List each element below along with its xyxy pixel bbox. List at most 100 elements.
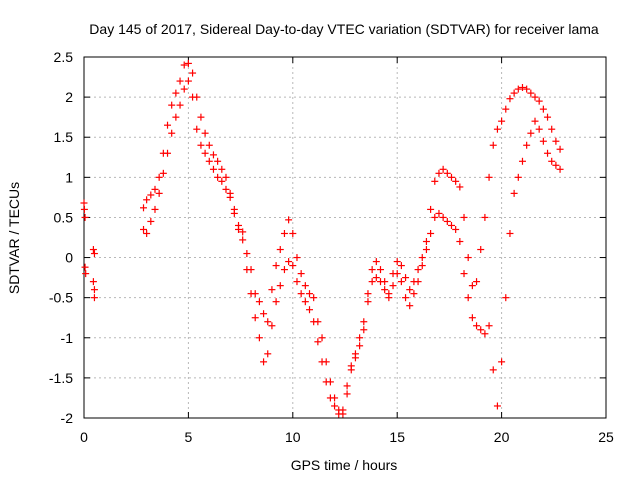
data-point-track-2-80 bbox=[452, 225, 460, 233]
data-point-track-1-8 bbox=[151, 185, 159, 193]
plot-frame bbox=[83, 56, 607, 419]
data-point-track-1-63 bbox=[381, 286, 389, 294]
data-point-track-2-72 bbox=[418, 262, 426, 270]
y-tick-label: -1 bbox=[61, 330, 74, 346]
data-point-track-1-83 bbox=[464, 254, 472, 262]
data-point-track-2-24 bbox=[218, 177, 226, 185]
data-point-track-1-5 bbox=[140, 204, 148, 212]
data-point-track-2-1 bbox=[90, 250, 98, 258]
data-point-track-1-60 bbox=[368, 278, 376, 286]
data-point-track-2-55 bbox=[347, 362, 355, 370]
data-point-track-2-35 bbox=[264, 350, 272, 358]
data-point-track-1-39 bbox=[280, 229, 288, 237]
data-point-track-1-105 bbox=[556, 145, 564, 153]
data-point-track-2-11 bbox=[164, 149, 172, 157]
data-point-track-1-21 bbox=[205, 141, 213, 149]
data-point-track-1-99 bbox=[531, 93, 539, 101]
data-point-track-1-84 bbox=[468, 282, 476, 290]
data-point-track-2-30 bbox=[243, 266, 251, 274]
data-point-track-1-93 bbox=[506, 95, 514, 103]
data-point-track-2-62 bbox=[376, 266, 384, 274]
data-point-track-1-96 bbox=[518, 83, 526, 91]
data-point-track-1-90 bbox=[493, 125, 501, 133]
data-point-track-1-101 bbox=[539, 105, 547, 113]
y-tick-label: -2 bbox=[61, 410, 74, 426]
data-point-track-2-44 bbox=[301, 298, 309, 306]
data-point-track-1-85 bbox=[473, 278, 481, 286]
data-point-track-1-78 bbox=[443, 169, 451, 177]
data-point-track-1-3 bbox=[81, 263, 89, 271]
data-point-track-1-45 bbox=[306, 290, 314, 298]
data-point-track-2-76 bbox=[435, 209, 443, 217]
data-point-track-2-9 bbox=[155, 189, 163, 197]
data-point-track-1-25 bbox=[222, 173, 230, 181]
data-point-track-1-1 bbox=[80, 205, 88, 213]
data-point-track-1-61 bbox=[372, 274, 380, 282]
data-point-track-2-59 bbox=[364, 290, 372, 298]
y-tick-label: 1.5 bbox=[54, 129, 74, 145]
data-point-track-2-67 bbox=[397, 278, 405, 286]
data-point-track-2-45 bbox=[306, 306, 314, 314]
data-point-track-1-34 bbox=[260, 310, 268, 318]
y-tick-label: -1.5 bbox=[49, 370, 73, 386]
data-point-track-2-73 bbox=[422, 246, 430, 254]
data-point-track-2-70 bbox=[410, 290, 418, 298]
data-point-track-1-69 bbox=[406, 286, 414, 294]
x-axis-label: GPS time / hours bbox=[291, 457, 398, 473]
data-point-track-1-80 bbox=[452, 177, 460, 185]
data-point-track-2-87 bbox=[481, 330, 489, 338]
data-point-track-1-43 bbox=[297, 270, 305, 278]
y-tick-label: -0.5 bbox=[49, 290, 73, 306]
data-point-track-2-48 bbox=[318, 358, 326, 366]
data-point-track-2-19 bbox=[197, 141, 205, 149]
data-point-track-1-44 bbox=[301, 282, 309, 290]
data-point-track-1-33 bbox=[255, 298, 263, 306]
data-point-track-2-34 bbox=[260, 358, 268, 366]
data-point-track-2-83 bbox=[464, 294, 472, 302]
data-point-track-1-74 bbox=[427, 205, 435, 213]
data-point-track-2-89 bbox=[489, 366, 497, 374]
data-point-track-2-46 bbox=[310, 318, 318, 326]
data-point-track-1-17 bbox=[189, 69, 197, 77]
data-point-track-2-38 bbox=[276, 282, 284, 290]
x-tick-label: 0 bbox=[80, 429, 88, 445]
data-point-track-2-79 bbox=[447, 221, 455, 229]
data-point-track-2-100 bbox=[535, 125, 543, 133]
data-point-track-1-57 bbox=[356, 334, 364, 342]
data-point-track-1-6 bbox=[143, 196, 151, 204]
data-point-track-1-29 bbox=[239, 228, 247, 236]
data-point-track-1-100 bbox=[535, 97, 543, 105]
data-point-track-1-92 bbox=[502, 105, 510, 113]
data-point-track-2-4 bbox=[90, 294, 98, 302]
data-point-track-2-53 bbox=[339, 406, 347, 414]
data-point-track-2-78 bbox=[443, 217, 451, 225]
x-tick-label: 5 bbox=[185, 429, 193, 445]
data-point-track-2-93 bbox=[506, 229, 514, 237]
data-point-track-2-88 bbox=[485, 322, 493, 330]
data-point-track-1-42 bbox=[293, 254, 301, 262]
data-point-track-1-54 bbox=[343, 390, 351, 398]
chart-title: Day 145 of 2017, Sidereal Day-to-day VTE… bbox=[89, 21, 599, 37]
data-point-track-1-40 bbox=[285, 216, 293, 224]
data-point-track-2-0 bbox=[89, 246, 97, 254]
data-point-track-1-14 bbox=[176, 77, 184, 85]
data-point-track-1-19 bbox=[197, 113, 205, 121]
data-point-track-1-59 bbox=[364, 298, 372, 306]
data-point-track-1-15 bbox=[180, 61, 188, 69]
data-point-track-1-30 bbox=[243, 250, 251, 258]
data-point-track-2-51 bbox=[331, 402, 339, 410]
data-point-track-1-2 bbox=[81, 213, 89, 221]
data-point-track-1-0 bbox=[80, 199, 88, 207]
data-point-track-2-3 bbox=[90, 286, 98, 294]
y-tick-label: 1 bbox=[65, 169, 73, 185]
data-point-track-2-94 bbox=[510, 189, 518, 197]
data-point-track-1-79 bbox=[447, 173, 455, 181]
data-point-track-2-50 bbox=[326, 394, 334, 402]
data-point-track-2-105 bbox=[556, 165, 564, 173]
data-point-track-2-60 bbox=[368, 266, 376, 274]
data-point-track-2-86 bbox=[477, 326, 485, 334]
data-point-track-2-23 bbox=[214, 173, 222, 181]
data-point-track-1-20 bbox=[201, 129, 209, 137]
data-point-track-2-57 bbox=[356, 342, 364, 350]
plot-layer: 0 5 10 15 20 25 -2 -1.5 -1 -0.5 0 0.5 1 1.5 2 2.5 bbox=[49, 49, 614, 445]
